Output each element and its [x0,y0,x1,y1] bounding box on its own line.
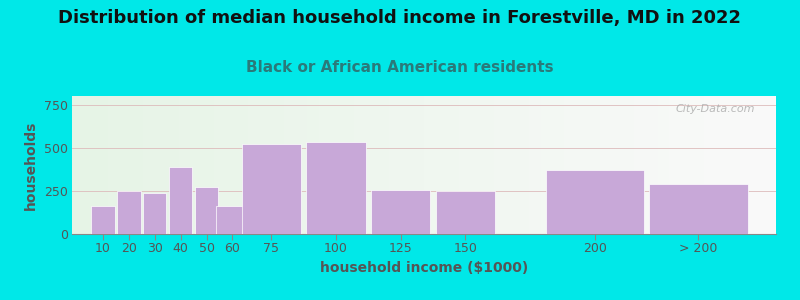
Bar [436,191,495,234]
Y-axis label: households: households [24,120,38,210]
Bar [216,206,250,234]
Text: City-Data.com: City-Data.com [675,104,755,114]
Bar [242,144,301,234]
Text: Black or African American residents: Black or African American residents [246,60,554,75]
X-axis label: household income ($1000): household income ($1000) [320,261,528,275]
Bar [169,167,192,234]
Bar [546,170,644,234]
Bar [91,206,114,234]
Bar [306,142,366,234]
Text: Distribution of median household income in Forestville, MD in 2022: Distribution of median household income … [58,9,742,27]
Bar [371,190,430,234]
Bar [649,184,747,234]
Bar [195,187,218,234]
Bar [143,194,166,234]
Bar [118,191,141,234]
